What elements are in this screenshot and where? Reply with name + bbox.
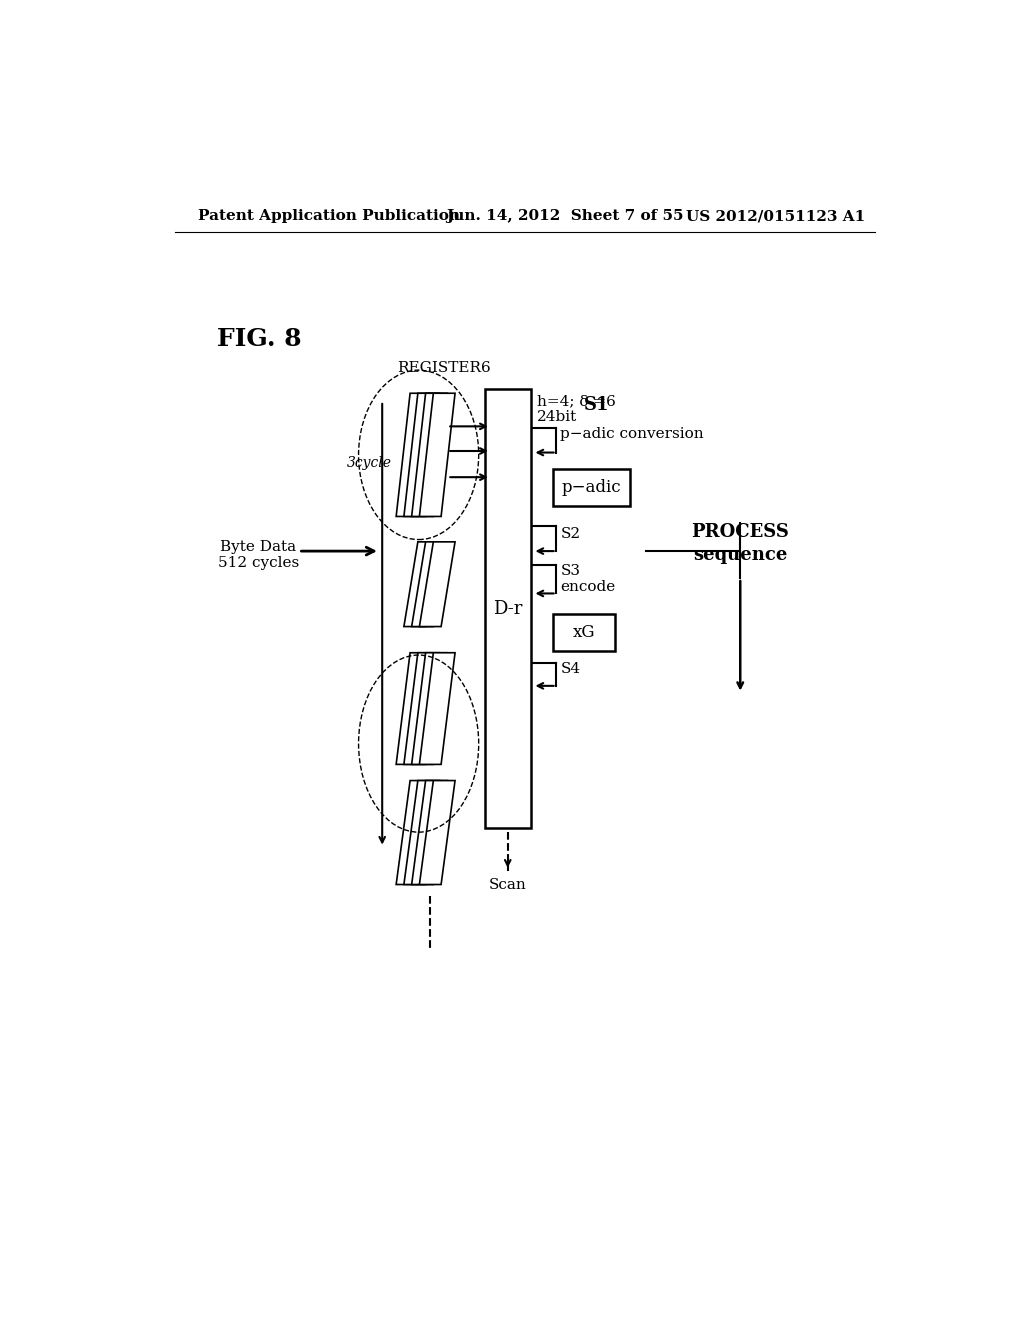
Text: PROCESS
sequence: PROCESS sequence	[691, 523, 790, 564]
Text: p−adic conversion: p−adic conversion	[560, 428, 705, 441]
Text: US 2012/0151123 A1: US 2012/0151123 A1	[686, 209, 865, 223]
Polygon shape	[412, 653, 447, 764]
Polygon shape	[403, 780, 439, 884]
Text: Scan: Scan	[488, 878, 526, 892]
Polygon shape	[420, 393, 455, 516]
Text: S4: S4	[560, 661, 581, 676]
Text: D-r: D-r	[494, 599, 522, 618]
Polygon shape	[396, 780, 432, 884]
Text: xG: xG	[572, 624, 595, 642]
Text: p−adic: p−adic	[561, 479, 622, 496]
Bar	[484, 389, 531, 829]
Text: FIG. 8: FIG. 8	[217, 327, 302, 351]
Polygon shape	[420, 653, 455, 764]
Text: S2: S2	[560, 527, 581, 541]
Polygon shape	[396, 653, 432, 764]
Polygon shape	[396, 393, 432, 516]
Text: Byte Data
512 cycles: Byte Data 512 cycles	[217, 540, 299, 570]
Polygon shape	[412, 543, 447, 627]
Text: h=4; δ =6: h=4; δ =6	[538, 395, 616, 409]
Text: S1: S1	[584, 396, 609, 413]
Text: S3: S3	[560, 564, 581, 578]
Polygon shape	[412, 780, 447, 884]
Bar	[553, 614, 614, 651]
Polygon shape	[403, 543, 439, 627]
Text: Jun. 14, 2012  Sheet 7 of 55: Jun. 14, 2012 Sheet 7 of 55	[445, 209, 683, 223]
Text: encode: encode	[560, 581, 615, 594]
Polygon shape	[403, 393, 439, 516]
Polygon shape	[420, 543, 455, 627]
Text: 3cycle: 3cycle	[346, 455, 391, 470]
Polygon shape	[412, 393, 447, 516]
Text: REGISTER6: REGISTER6	[397, 360, 492, 375]
Polygon shape	[420, 780, 455, 884]
Text: Patent Application Publication: Patent Application Publication	[198, 209, 460, 223]
Bar	[553, 469, 630, 506]
Text: 24bit: 24bit	[538, 411, 578, 424]
Polygon shape	[403, 653, 439, 764]
